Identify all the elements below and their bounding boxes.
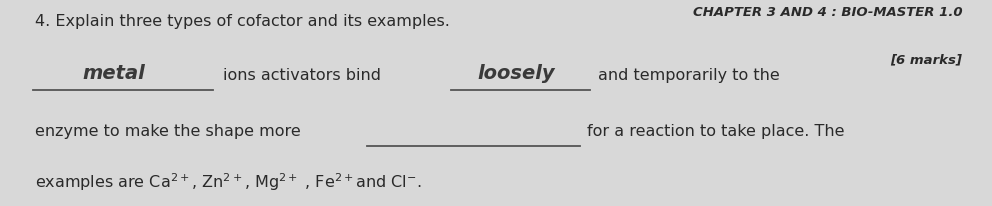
Text: enzyme to make the shape more: enzyme to make the shape more [35, 123, 301, 138]
Text: for a reaction to take place. The: for a reaction to take place. The [587, 123, 845, 138]
Text: [6 marks]: [6 marks] [891, 54, 962, 67]
Text: examples are Ca$^{2+}$, Zn$^{2+}$, Mg$^{2+}$ , Fe$^{2+}$and Cl$^{-}$.: examples are Ca$^{2+}$, Zn$^{2+}$, Mg$^{… [35, 170, 422, 192]
Text: ions activators bind: ions activators bind [223, 68, 381, 82]
Text: CHAPTER 3 AND 4 : BIO-MASTER 1.0: CHAPTER 3 AND 4 : BIO-MASTER 1.0 [692, 6, 962, 19]
Text: and temporarily to the: and temporarily to the [598, 68, 780, 82]
Text: metal: metal [82, 63, 146, 82]
Text: loosely: loosely [477, 63, 555, 82]
Text: 4. Explain three types of cofactor and its examples.: 4. Explain three types of cofactor and i… [35, 14, 449, 29]
